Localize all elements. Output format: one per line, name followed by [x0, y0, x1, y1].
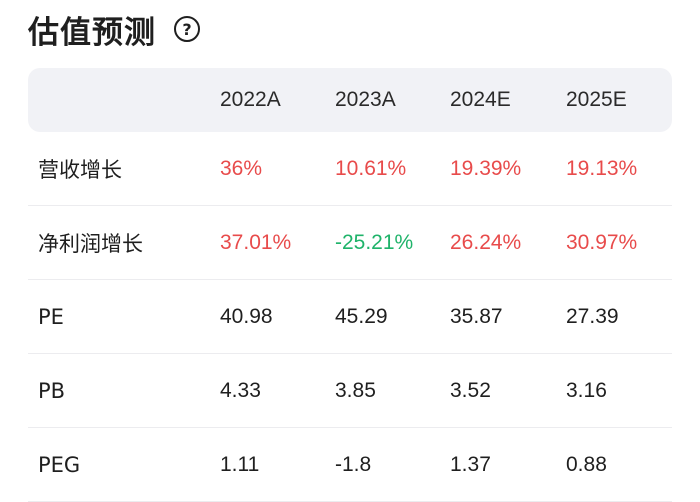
column-header-2025e: 2025E	[566, 88, 627, 111]
table-header-row: 2022A 2023A 2024E 2025E	[28, 68, 672, 132]
help-icon[interactable]: ?	[174, 16, 200, 42]
row-label: PEG	[38, 452, 81, 477]
valuation-table: 2022A 2023A 2024E 2025E 营收增长 36% 10.61% …	[28, 68, 672, 502]
table-cell: 3.85	[335, 378, 376, 402]
table-cell: 37.01%	[220, 230, 292, 254]
page-title: 估值预测	[28, 14, 156, 51]
table-cell: 30.97%	[566, 230, 638, 254]
table-cell: 40.98	[220, 304, 273, 328]
table-row-pb: PB 4.33 3.85 3.52 3.16	[28, 354, 672, 428]
table-row-net-profit-growth: 净利润增长 37.01% -25.21% 26.24% 30.97%	[28, 206, 672, 280]
table-cell: 10.61%	[335, 156, 407, 180]
table-cell: -1.8	[335, 452, 372, 476]
column-header-2023a: 2023A	[335, 88, 396, 111]
row-label: PE	[38, 304, 64, 329]
table-cell: 27.39	[566, 304, 619, 328]
table-row-pe: PE 40.98 45.29 35.87 27.39	[28, 280, 672, 354]
table-cell: -25.21%	[335, 230, 414, 254]
row-label: 净利润增长	[38, 231, 143, 256]
table-cell: 1.11	[220, 452, 260, 476]
table-cell: 35.87	[450, 304, 503, 328]
table-cell: 19.13%	[566, 156, 638, 180]
table-cell: 3.52	[450, 378, 491, 402]
table-cell: 19.39%	[450, 156, 522, 180]
table-cell: 3.16	[566, 378, 607, 402]
row-label: 营收增长	[38, 157, 122, 182]
table-row-revenue-growth: 营收增长 36% 10.61% 19.39% 19.13%	[28, 132, 672, 206]
column-header-2024e: 2024E	[450, 88, 511, 111]
row-label: PB	[38, 378, 66, 403]
table-cell: 45.29	[335, 304, 388, 328]
table-row-peg: PEG 1.11 -1.8 1.37 0.88	[28, 428, 672, 502]
table-cell: 1.37	[450, 452, 491, 476]
table-cell: 36%	[220, 156, 263, 180]
table-cell: 0.88	[566, 452, 607, 476]
column-header-2022a: 2022A	[220, 88, 281, 111]
page-header: 估值预测 ?	[28, 6, 200, 52]
table-cell: 26.24%	[450, 230, 522, 254]
table-cell: 4.33	[220, 378, 261, 402]
